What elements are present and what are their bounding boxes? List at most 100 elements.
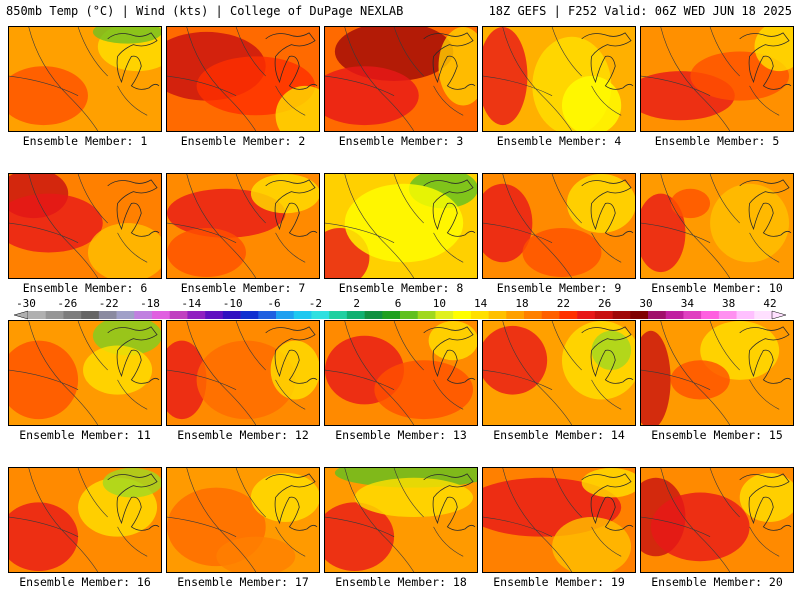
great-lakes-outline: [423, 179, 476, 237]
colorbar-segment: [594, 311, 613, 319]
temperature-map: [325, 174, 477, 278]
temperature-map: [325, 27, 477, 131]
temperature-map: [325, 321, 477, 425]
temperature-map: [167, 174, 319, 278]
colorbar-tick-label: 42: [763, 297, 776, 310]
temperature-field: [670, 188, 711, 219]
state-borders: [325, 174, 464, 278]
temperature-field: [9, 66, 88, 126]
ensemble-panel-10: [640, 173, 794, 279]
colorbar-segment: [311, 311, 330, 319]
colorbar-tick-label: 18: [515, 297, 528, 310]
temperature-map: [167, 468, 319, 572]
temperature-map: [641, 174, 793, 278]
great-lakes-outline: [265, 179, 318, 237]
state-borders: [483, 468, 622, 572]
colorbar-tick-label: -26: [57, 297, 77, 310]
state-borders: [325, 27, 464, 131]
temperature-field: [167, 340, 207, 420]
colorbar-segment: [222, 311, 241, 319]
ensemble-member-label: Ensemble Member: 7: [180, 281, 306, 295]
temperature-map: [483, 468, 635, 572]
state-borders: [641, 321, 780, 425]
colorbar-segment: [28, 311, 47, 319]
ensemble-member-label: Ensemble Member: 11: [19, 428, 151, 442]
colorbar-segment: [382, 311, 401, 319]
great-lakes-outline: [581, 179, 634, 237]
temperature-map: [641, 468, 793, 572]
ensemble-member-label: Ensemble Member: 8: [338, 281, 464, 295]
temperature-map: [9, 468, 161, 572]
state-borders: [325, 321, 464, 425]
temperature-map: [483, 174, 635, 278]
colorbar-segment: [240, 311, 259, 319]
ensemble-panel-12: [166, 320, 320, 426]
colorbar-tick-label: -22: [99, 297, 119, 310]
colorbar-tick-label: 26: [598, 297, 611, 310]
state-borders: [483, 27, 622, 131]
colorbar-segment: [152, 311, 171, 319]
temperature-field: [167, 227, 246, 278]
temperature-field: [344, 183, 464, 263]
colorbar-segment: [701, 311, 720, 319]
colorbar-segment: [81, 311, 100, 319]
great-lakes-outline: [581, 326, 634, 384]
state-borders: [9, 321, 148, 425]
great-lakes-outline: [739, 32, 792, 90]
ensemble-member-label: Ensemble Member: 1: [22, 134, 148, 148]
map-title: 850mb Temp (°C) | Wind (kts) | College o…: [6, 4, 404, 18]
ensemble-member-label: Ensemble Member: 19: [493, 575, 625, 589]
ensemble-member-label: Ensemble Member: 17: [177, 575, 309, 589]
colorbar-segment: [276, 311, 295, 319]
great-lakes-outline: [107, 32, 160, 90]
temperature-map: [483, 321, 635, 425]
colorbar-tick-label: -30: [16, 297, 36, 310]
temperature-map: [9, 174, 161, 278]
ensemble-member-label: Ensemble Member: 10: [651, 281, 783, 295]
temperature-field: [270, 340, 319, 400]
colorbar-tick-label: -18: [140, 297, 160, 310]
temperature-field: [670, 360, 730, 400]
state-borders: [9, 468, 148, 572]
great-lakes-outline: [581, 473, 634, 531]
temperature-field: [216, 536, 296, 572]
state-borders: [483, 174, 622, 278]
temperature-field: [561, 76, 622, 131]
great-lakes-outline: [265, 473, 318, 531]
colorbar-segment: [559, 311, 578, 319]
colorbar-tick-label: -6: [267, 297, 280, 310]
colorbar-max-arrow: [771, 310, 787, 320]
temperature-map: [167, 27, 319, 131]
colorbar-tick-label: 34: [681, 297, 695, 310]
ensemble-member-label: Ensemble Member: 9: [496, 281, 622, 295]
temperature-field: [87, 223, 161, 278]
state-borders: [9, 27, 148, 131]
colorbar-tick-label: 6: [395, 297, 402, 310]
great-lakes-outline: [739, 473, 792, 531]
great-lakes-outline: [265, 326, 318, 384]
ensemble-member-label: Ensemble Member: 15: [651, 428, 783, 442]
ensemble-panel-9: [482, 173, 636, 279]
colorbar-segment: [630, 311, 649, 319]
ensemble-panel-17: [166, 467, 320, 573]
state-borders: [9, 174, 148, 278]
colorbar-segment: [205, 311, 224, 319]
colorbar-segment: [718, 311, 737, 319]
colorbar-tick-label: 14: [474, 297, 488, 310]
ensemble-member-label: Ensemble Member: 20: [651, 575, 783, 589]
colorbar-segment: [63, 311, 82, 319]
colorbar-segment: [258, 311, 277, 319]
ensemble-panel-18: [324, 467, 478, 573]
ensemble-panel-6: [8, 173, 162, 279]
ensemble-member-label: Ensemble Member: 3: [338, 134, 464, 148]
temperature-field: [641, 330, 671, 425]
temperature-field: [522, 227, 602, 278]
colorbar-segment: [754, 311, 773, 319]
temperature-field: [483, 27, 528, 126]
colorbar-segment: [329, 311, 348, 319]
state-borders: [641, 468, 780, 572]
ensemble-member-label: Ensemble Member: 4: [496, 134, 622, 148]
great-lakes-outline: [581, 32, 634, 90]
state-borders: [167, 27, 306, 131]
temperature-field: [483, 183, 533, 263]
